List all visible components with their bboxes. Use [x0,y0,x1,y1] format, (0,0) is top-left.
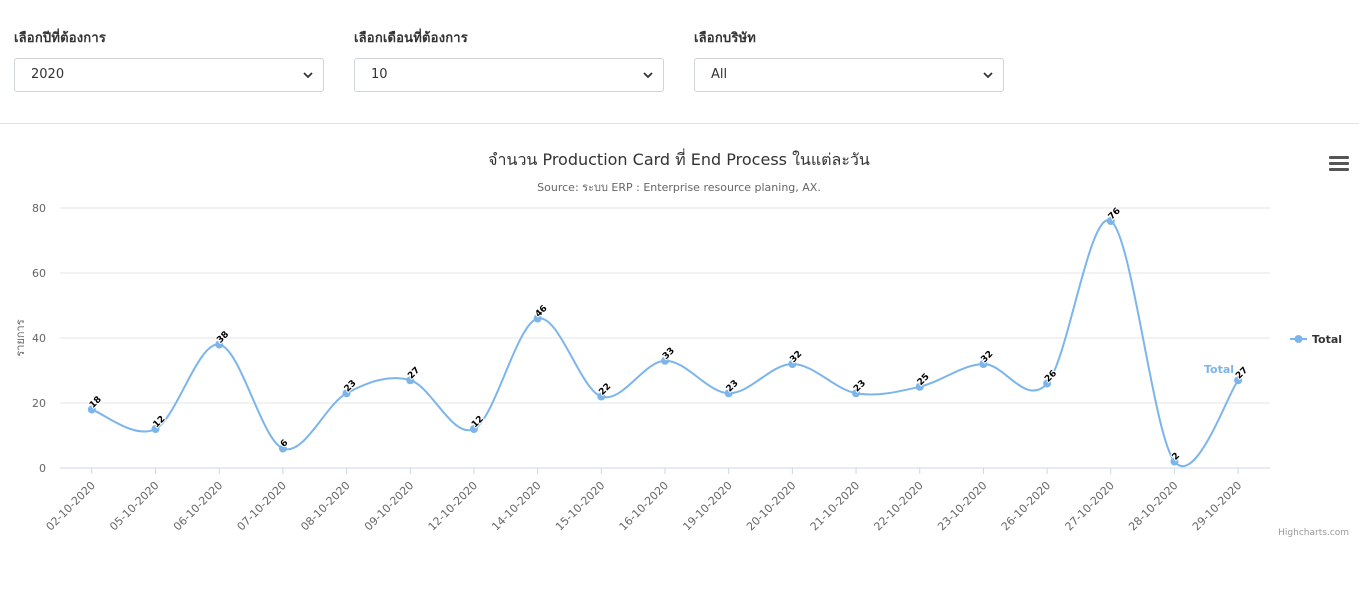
data-point[interactable] [406,376,415,385]
x-tick-label: 19-10-2020 [680,479,734,533]
x-tick-label: 23-10-2020 [935,479,989,533]
chart-credit[interactable]: Highcharts.com [1278,528,1349,538]
chart-grid [60,207,1270,474]
company-select[interactable]: All [694,58,1004,92]
data-point[interactable] [1170,457,1179,466]
series-end-label: Total [1204,363,1234,376]
legend[interactable]: Total [1290,333,1342,346]
month-filter: เลือกเดือนที่ต้องการ 10 [354,30,664,92]
company-filter-label: เลือกบริษัท [694,31,757,46]
chart-title: จำนวน Production Card ที่ End Process ใน… [488,148,870,169]
x-tick-label: 21-10-2020 [808,479,862,533]
x-tick-label: 09-10-2020 [362,479,416,533]
data-point[interactable] [469,425,478,433]
y-tick-label: 0 [39,462,46,475]
x-tick-label: 27-10-2020 [1063,479,1117,533]
month-select-value: 10 [371,67,388,82]
year-filter-label: เลือกปีที่ต้องการ [14,31,107,46]
data-point[interactable] [151,425,160,433]
data-point[interactable] [342,389,351,398]
month-filter-label: เลือกเดือนที่ต้องการ [354,31,468,46]
x-tick-label: 22-10-2020 [871,479,925,533]
x-tick-label: 06-10-2020 [171,479,225,533]
x-tick-label: 20-10-2020 [744,479,798,533]
chevron-down-icon [303,72,313,79]
x-tick-label: 12-10-2020 [426,479,480,533]
data-point[interactable] [788,360,797,368]
chevron-down-icon [643,72,653,79]
hamburger-menu-icon [1329,156,1349,159]
y-axis-ticks: 0 20 40 60 80 [32,202,46,475]
y-tick-label: 20 [32,397,46,410]
x-tick-label: 02-10-2020 [44,479,98,533]
legend-marker [1294,335,1303,343]
data-point[interactable] [87,405,96,414]
company-select-value: All [711,67,728,82]
year-filter: เลือกปีที่ต้องการ 2020 [14,30,324,92]
chart-menu-button[interactable] [1329,156,1349,172]
y-tick-label: 80 [32,202,46,215]
x-tick-label: 16-10-2020 [617,479,671,533]
x-tick-label: 07-10-2020 [235,479,289,533]
chart-subtitle: Source: ระบบ ERP : Enterprise resource p… [537,181,821,194]
data-point[interactable] [979,360,988,368]
hamburger-menu-icon [1329,162,1349,165]
x-tick-label: 08-10-2020 [298,479,352,533]
data-point[interactable] [724,389,733,398]
data-point[interactable] [661,356,669,365]
data-point[interactable] [215,340,224,349]
y-axis-label: รายการ [14,319,27,356]
x-tick-label: 05-10-2020 [107,479,161,533]
company-filter: เลือกบริษัท All [694,30,1004,92]
year-select[interactable]: 2020 [14,58,324,92]
data-point[interactable] [533,314,542,323]
series-line-total[interactable] [91,219,1239,467]
data-point[interactable] [852,389,861,398]
x-tick-label: 28-10-2020 [1126,479,1180,533]
chevron-down-icon [983,72,993,79]
month-select[interactable]: 10 [354,58,664,92]
x-tick-label: 26-10-2020 [999,479,1053,533]
x-axis-ticks: 02-10-2020 05-10-2020 06-10-2020 07-10-2020… [44,479,1245,533]
filter-bar: เลือกปีที่ต้องการ 2020 เลือกเดือนที่ต้อง… [0,0,1359,124]
x-tick-label: 14-10-2020 [489,479,543,533]
data-point[interactable] [915,382,924,391]
year-select-value: 2020 [31,67,65,82]
data-point[interactable] [1043,379,1052,388]
legend-item-total[interactable]: Total [1312,333,1342,346]
data-point[interactable] [278,444,287,453]
y-tick-label: 60 [32,267,46,280]
y-tick-label: 40 [32,332,46,345]
series-points [87,217,1243,466]
data-point[interactable] [1234,376,1243,385]
x-tick-label: 29-10-2020 [1190,479,1244,533]
x-tick-label: 15-10-2020 [553,479,607,533]
data-point[interactable] [597,392,606,401]
line-chart: จำนวน Production Card ที่ End Process ใน… [14,148,1342,533]
data-point[interactable] [1106,217,1115,225]
hamburger-menu-icon [1329,168,1349,171]
